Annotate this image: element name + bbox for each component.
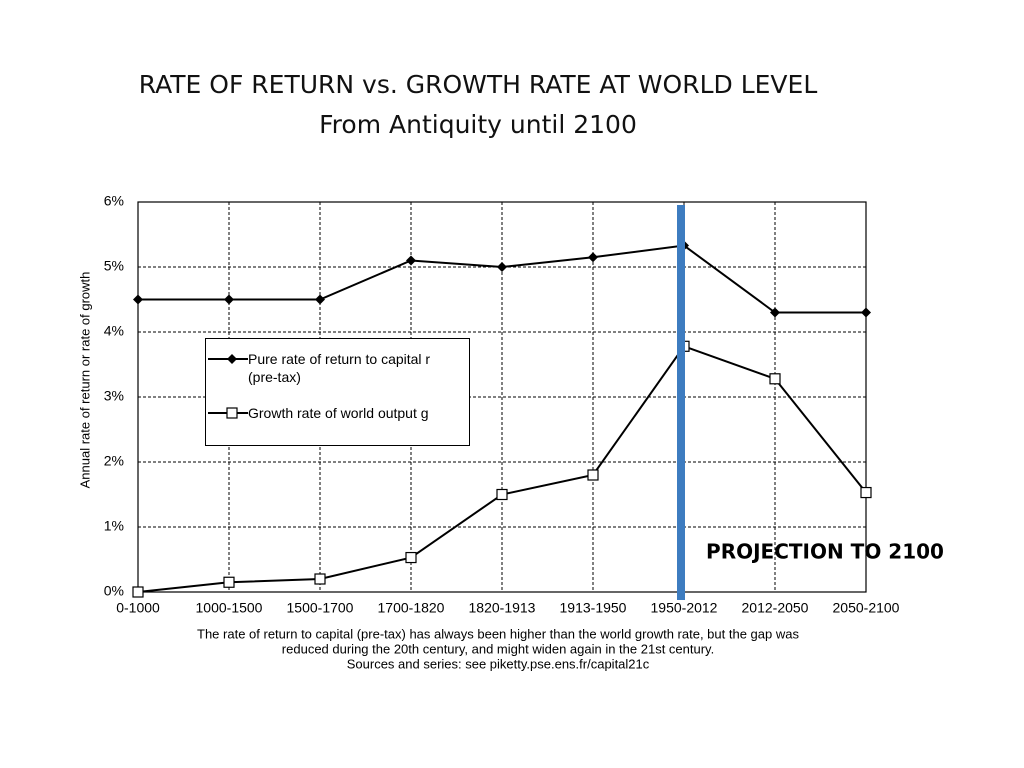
y-tick-label: 6% <box>104 193 124 209</box>
legend-swatch <box>208 407 248 419</box>
data-point <box>861 307 871 318</box>
plot-border <box>137 201 867 593</box>
y-tick-label: 2% <box>104 453 124 469</box>
x-tick-label: 2012-2050 <box>742 600 809 616</box>
x-tick-label: 1950-2012 <box>651 600 718 616</box>
chart-subtitle: From Antiquity until 2100 <box>319 110 637 139</box>
data-point <box>132 586 144 598</box>
annotation: PROJECTION TO 2100 <box>706 540 944 564</box>
caption: reduced during the 20th century, and mig… <box>282 641 714 656</box>
x-tick-label: 2050-2100 <box>833 600 900 616</box>
y-tick-label: 0% <box>104 583 124 599</box>
x-tick-label: 1913-1950 <box>560 600 627 616</box>
y-tick-label: 3% <box>104 388 124 404</box>
data-point <box>770 307 780 318</box>
data-point <box>224 294 234 305</box>
legend-label: Growth rate of world output g <box>248 405 429 421</box>
x-tick-label: 1700-1820 <box>378 600 445 616</box>
data-point <box>315 294 325 305</box>
x-tick-label: 1000-1500 <box>196 600 263 616</box>
y-tick-label: 1% <box>104 518 124 534</box>
x-tick-label: 1820-1913 <box>469 600 536 616</box>
legend-label: Pure rate of return to capital r (pre-ta… <box>248 351 431 385</box>
legend-marker <box>226 407 238 419</box>
data-point <box>860 486 872 499</box>
x-tick-label: 0-1000 <box>116 600 160 616</box>
legend-swatch <box>208 354 248 364</box>
x-tick-label: 1500-1700 <box>287 600 354 616</box>
legend-marker <box>227 354 237 364</box>
y-axis-label: Annual rate of return or rate of growth <box>77 272 92 489</box>
data-point <box>314 573 326 585</box>
data-point <box>406 255 416 266</box>
chart-title: RATE OF RETURN vs. GROWTH RATE AT WORLD … <box>138 70 818 99</box>
data-point <box>133 294 143 305</box>
legend: Pure rate of return to capital r (pre-ta… <box>205 338 470 446</box>
data-point <box>588 252 598 263</box>
data-point <box>405 551 417 564</box>
y-tick-label: 5% <box>104 258 124 274</box>
caption: The rate of return to capital (pre-tax) … <box>197 626 799 641</box>
data-point <box>223 576 235 588</box>
data-point <box>496 488 508 501</box>
data-point <box>587 469 599 481</box>
caption: Sources and series: see piketty.pse.ens.… <box>347 656 650 671</box>
y-tick-label: 4% <box>104 323 124 339</box>
data-point <box>497 262 507 272</box>
data-point <box>769 373 781 385</box>
